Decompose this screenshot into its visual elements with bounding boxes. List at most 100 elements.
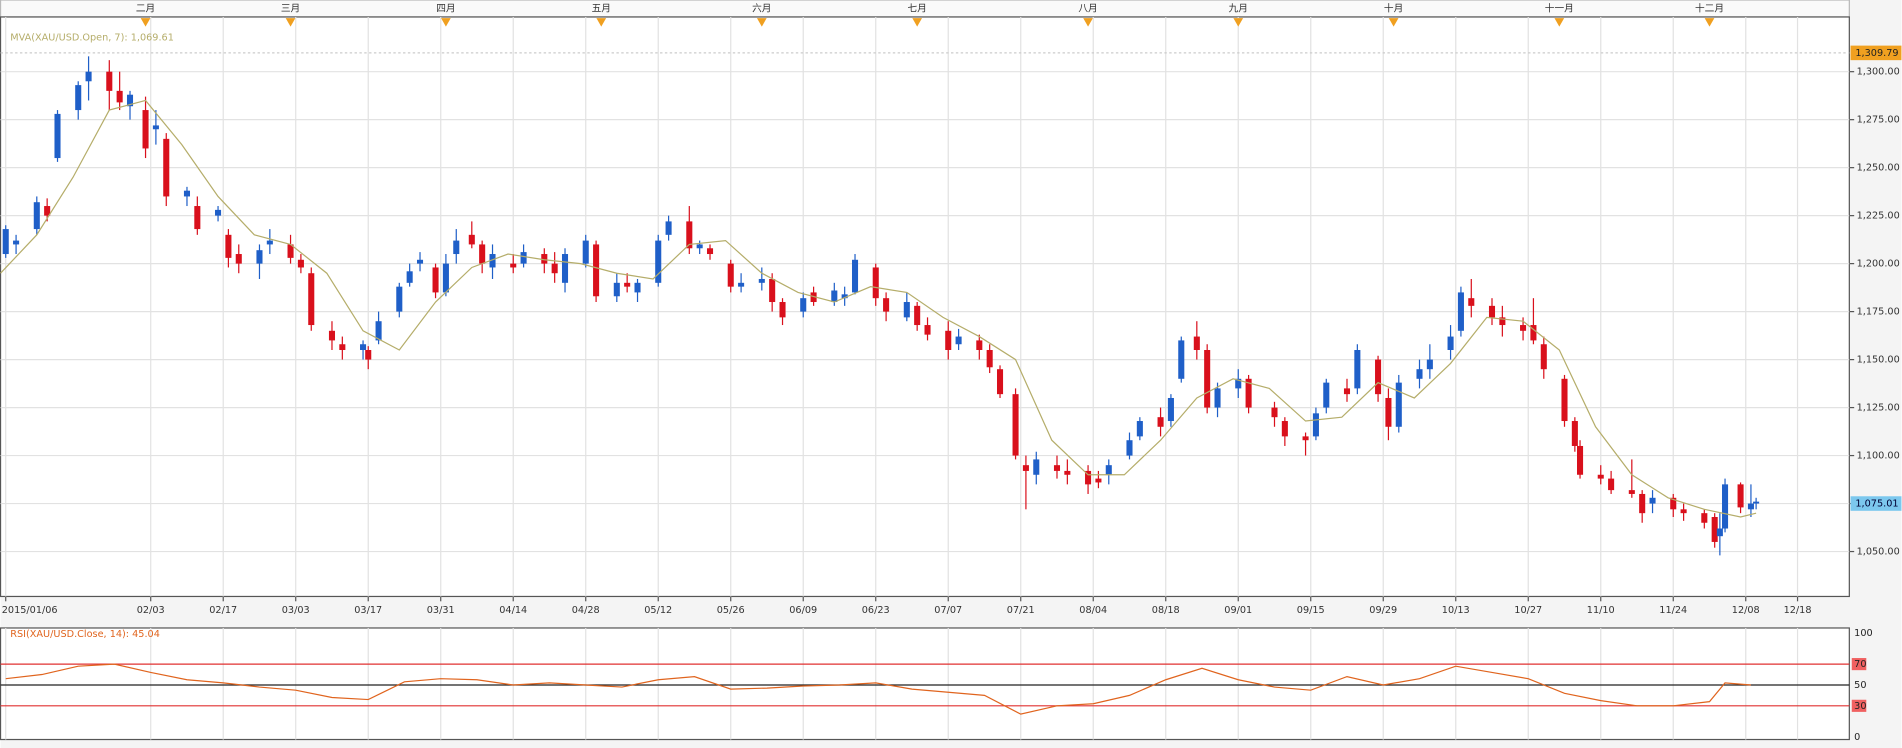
rsi-level-box (1851, 658, 1867, 671)
candle-body (142, 110, 149, 149)
x-tick-label: 11/24 (1659, 605, 1687, 616)
month-marker (596, 18, 607, 27)
candle-body (1012, 394, 1019, 456)
candle-body (634, 282, 641, 293)
month-marker (912, 18, 923, 27)
candle-body (1649, 497, 1656, 504)
candle-body (655, 240, 662, 283)
rsi-tick-label: 0 (1854, 732, 1860, 743)
last-price-flag (1850, 496, 1902, 511)
candle-body (396, 286, 403, 312)
candle-body (1095, 478, 1102, 483)
candle-body (1701, 513, 1708, 523)
month-marker (756, 18, 767, 27)
candle-body (1716, 528, 1723, 537)
candle-body (116, 90, 123, 103)
candle-body (1204, 350, 1211, 408)
candle-body (1571, 421, 1578, 446)
candle-body (1577, 445, 1584, 475)
x-tick-label: 02/17 (209, 605, 237, 616)
candle-body (1281, 421, 1288, 437)
candle-body (955, 336, 962, 345)
candle-body (1235, 378, 1242, 389)
candle-body (779, 302, 786, 318)
high-flag-label: 1,309.79 (1855, 48, 1898, 59)
candle-body (1680, 509, 1687, 514)
candle-body (1033, 459, 1040, 475)
x-tick-label: 03/17 (354, 605, 382, 616)
y-tick-label: 1,225.00 (1857, 211, 1900, 222)
candle-body (54, 113, 61, 159)
candle-body (1447, 336, 1454, 351)
candle-body (924, 325, 931, 335)
candle-body (1105, 465, 1112, 475)
rsi-level-box (1851, 699, 1867, 712)
x-tick-label: 09/01 (1224, 605, 1252, 616)
x-tick-label: 07/07 (934, 605, 962, 616)
month-label: 六月 (752, 2, 771, 14)
candle-body (1193, 336, 1200, 351)
candle-body (1312, 413, 1319, 437)
candle-body (1628, 490, 1635, 494)
y-tick-label: 1,250.00 (1857, 163, 1900, 174)
x-tick-label: 12/08 (1732, 605, 1760, 616)
x-tick-label: 02/03 (137, 605, 165, 616)
x-tick-label: 2015/01/06 (2, 605, 58, 616)
y-tick-label: 1,175.00 (1857, 307, 1900, 318)
y-tick-label: 1,200.00 (1857, 259, 1900, 270)
candle-body (1747, 503, 1754, 510)
rsi-tick-label: 30 (1854, 701, 1866, 712)
x-tick-label: 12/18 (1784, 605, 1812, 616)
x-tick-label: 03/31 (427, 605, 455, 616)
rsi-tick-label: 50 (1854, 680, 1866, 691)
candle-body (2, 229, 9, 255)
candle-body (1639, 493, 1646, 514)
candle-body (339, 344, 346, 351)
candle-body (1302, 436, 1309, 441)
candle-body (479, 244, 486, 264)
candle-body (686, 221, 693, 249)
ma-line (0, 99, 1757, 518)
candle-body (903, 302, 910, 318)
candle-body (1753, 501, 1760, 504)
candle-body (541, 254, 548, 264)
month-marker (1083, 18, 1093, 27)
y-tick-label: 1,150.00 (1857, 355, 1900, 366)
month-label: 四月 (436, 2, 455, 14)
rsi-panel (0, 627, 1850, 741)
candle-body (1395, 382, 1402, 427)
candle-body (126, 94, 134, 107)
x-tick-label: 09/15 (1297, 605, 1325, 616)
x-tick-label: 06/23 (862, 605, 890, 616)
candle-body (489, 254, 496, 268)
candle-body (1530, 325, 1537, 341)
candle-body (225, 234, 232, 258)
candle-body (1561, 378, 1568, 422)
candle-body (945, 330, 952, 351)
candle-body (1085, 470, 1092, 485)
candle-body (520, 252, 527, 264)
candle-body (976, 340, 983, 351)
rsi-tick-label: 100 (1854, 628, 1873, 639)
candle-body (727, 263, 734, 287)
candle-body (85, 71, 92, 82)
candle-body (1608, 478, 1615, 491)
y-tick-label: 1,300.00 (1857, 67, 1900, 78)
candle-body (44, 206, 51, 216)
candle-body (328, 330, 336, 341)
candle-body (432, 267, 439, 293)
candle-body (883, 298, 890, 312)
y-tick-label: 1,050.00 (1857, 547, 1900, 558)
month-marker (285, 18, 296, 27)
candle-body (582, 240, 589, 264)
month-label: 三月 (281, 2, 300, 14)
candle-body (1426, 359, 1433, 370)
candle-body (986, 350, 993, 368)
rsi-line (5, 663, 1751, 715)
candle-body (769, 278, 776, 303)
rsi-tick-label: 70 (1854, 659, 1866, 670)
candle-body (106, 71, 113, 91)
candle-body (365, 350, 372, 360)
